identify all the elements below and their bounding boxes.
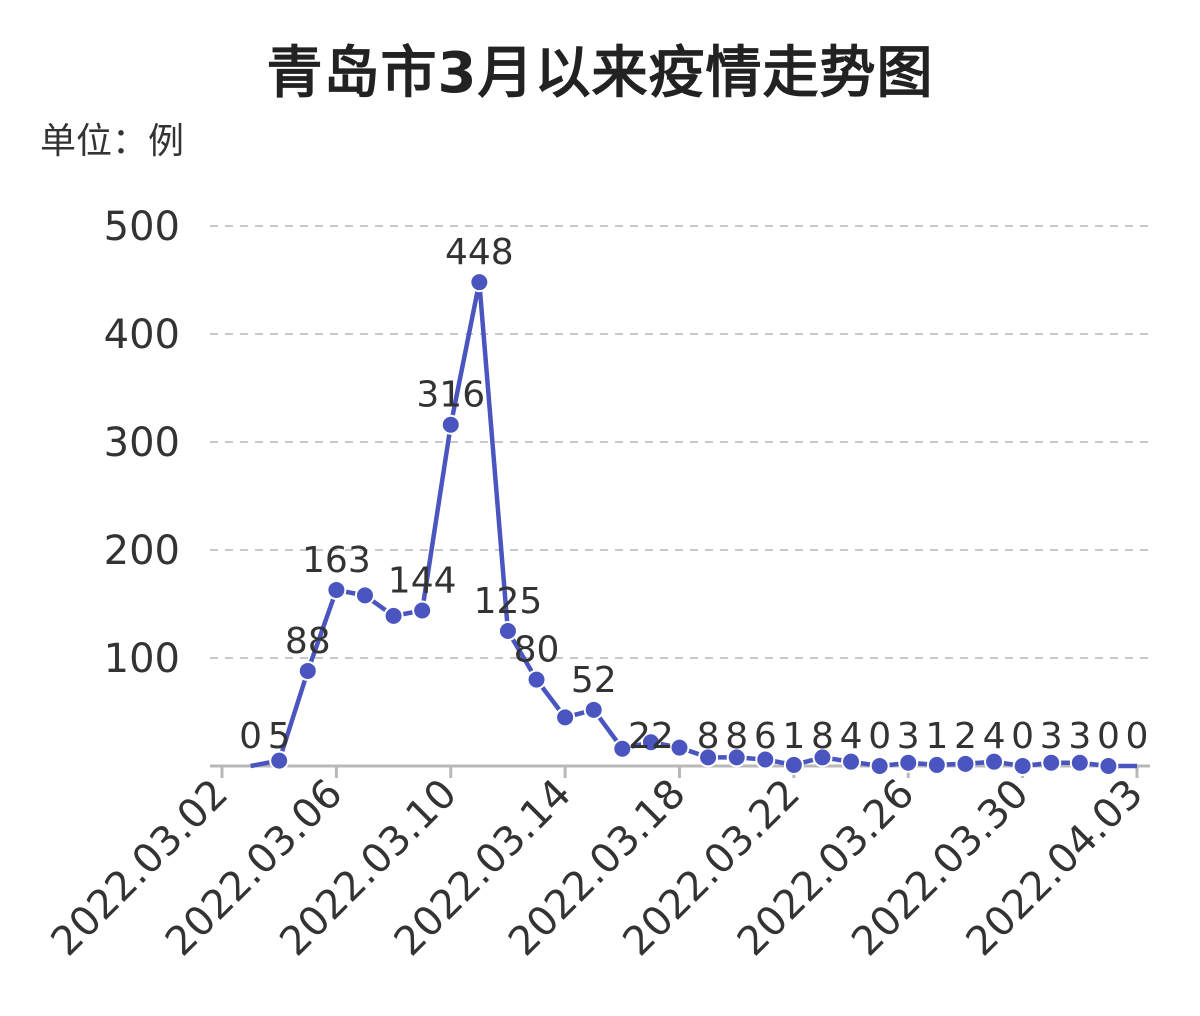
data-point (926, 754, 947, 775)
y-tick-label: 100 (104, 636, 180, 682)
data-label: 0 (1011, 716, 1034, 757)
data-point (812, 747, 833, 768)
chart-title: 青岛市3月以来疫情走势图 (266, 41, 934, 106)
data-label: 8 (811, 716, 834, 757)
data-label: 1 (925, 716, 948, 757)
data-label: 2 (954, 716, 977, 757)
data-label: 0 (1097, 716, 1120, 757)
data-label: 8 (725, 716, 748, 757)
series-line (250, 279, 1137, 769)
data-label: 0 (239, 716, 262, 757)
y-tick-label: 500 (104, 204, 180, 250)
data-label: 144 (388, 560, 457, 601)
data-point (612, 738, 633, 759)
y-tick-label: 300 (104, 420, 180, 466)
axes: 1002003004005002022.03.022022.03.062022.… (43, 204, 1152, 965)
data-point (412, 600, 433, 621)
data-label: 3 (1040, 716, 1063, 757)
data-point (984, 751, 1005, 772)
data-label: 6 (754, 716, 777, 757)
data-label: 5 (268, 716, 291, 757)
data-label: 88 (285, 621, 331, 662)
data-point (755, 749, 776, 770)
data-point (583, 699, 604, 720)
data-point (469, 272, 490, 293)
data-point (383, 605, 404, 626)
data-label: 163 (302, 540, 371, 581)
series-line-path (250, 279, 1137, 769)
data-label: 125 (474, 581, 543, 622)
data-label: 316 (416, 375, 485, 416)
data-point (783, 754, 804, 775)
data-label: 3 (1068, 716, 1091, 757)
data-point (698, 747, 719, 768)
data-point (1041, 752, 1062, 773)
data-points (269, 272, 1119, 776)
data-point (726, 747, 747, 768)
data-label: 0 (868, 716, 891, 757)
y-tick-label: 200 (104, 528, 180, 574)
data-label: 3 (897, 716, 920, 757)
data-point (297, 660, 318, 681)
grid-lines (210, 225, 1150, 659)
data-point (440, 414, 461, 435)
data-point (497, 621, 518, 641)
data-point (1069, 752, 1090, 773)
data-label: 22 (628, 716, 674, 757)
data-point (669, 737, 690, 758)
data-point (1012, 756, 1033, 776)
data-label: 0 (1126, 716, 1149, 757)
data-label: 80 (514, 630, 560, 671)
data-label: 8 (697, 716, 720, 757)
data-label: 1 (782, 716, 805, 757)
data-point (269, 750, 290, 771)
data-point (955, 753, 976, 774)
data-label: 448 (445, 232, 514, 273)
data-point (640, 732, 661, 753)
unit-label: 单位：例 (40, 121, 185, 162)
data-label: 4 (840, 716, 863, 757)
data-point (898, 752, 919, 773)
data-point (555, 707, 576, 728)
data-point (354, 585, 375, 606)
data-label: 4 (983, 716, 1006, 757)
data-point (841, 751, 862, 772)
data-label: 52 (571, 660, 617, 701)
data-point (1098, 756, 1119, 776)
data-point (526, 669, 547, 690)
data-point (869, 756, 890, 776)
data-point (326, 579, 347, 600)
y-tick-label: 400 (104, 312, 180, 358)
